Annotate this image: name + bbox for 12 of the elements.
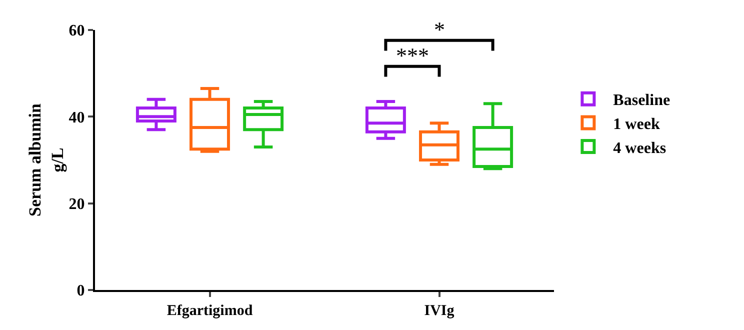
annotation: *** <box>396 43 429 68</box>
x-tick-label: IVIg <box>424 303 455 319</box>
y-tick-label: 40 <box>68 109 85 126</box>
legend-label: 4 weeks <box>613 140 666 157</box>
y-axis-title: Serum albumin g/L <box>26 103 67 216</box>
x-tick-label: Efgartigimod <box>166 303 254 319</box>
y-tick-label: 20 <box>68 196 85 213</box>
annotation: * <box>434 17 445 42</box>
y-tick-label: 60 <box>68 22 85 40</box>
legend-label: Baseline <box>613 92 670 110</box>
y-tick-label: 0 <box>76 282 85 300</box>
legend-label: 1 week <box>613 116 660 133</box>
